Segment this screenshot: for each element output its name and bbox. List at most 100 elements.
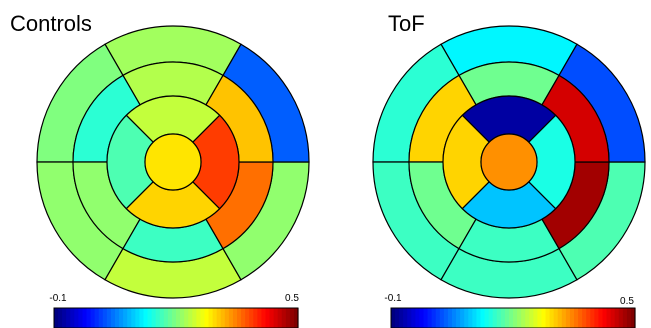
controls-colorbar-swatch — [200, 308, 206, 328]
controls-colorbar-swatch — [66, 308, 71, 328]
tof-colorbar-swatch — [480, 308, 486, 328]
tof-colorbar-swatch — [594, 308, 599, 328]
tof-colorbar-swatch — [521, 308, 526, 328]
tof-colorbar-swatch — [452, 308, 457, 328]
tof-apex-segment — [480, 133, 538, 191]
tof-colorbar-swatch — [427, 308, 433, 328]
controls-colorbar-swatch — [273, 308, 279, 328]
controls-colorbar-swatch — [74, 308, 79, 328]
tof-colorbar-swatch — [565, 308, 571, 328]
tof-colorbar-swatch — [395, 308, 400, 328]
controls-colorbar-swatch — [143, 308, 149, 328]
tof-colorbar-swatch — [431, 308, 437, 328]
controls-colorbar-frame — [53, 307, 299, 328]
controls-colorbar-swatch — [192, 308, 197, 328]
tof-colorbar-swatch — [423, 308, 429, 328]
controls-apex-segment — [144, 133, 202, 191]
tof-colorbar-swatch — [464, 308, 469, 328]
tof-colorbar-swatch — [508, 308, 514, 328]
controls-colorbar-swatch — [119, 308, 124, 328]
controls-colorbar-swatch — [86, 308, 92, 328]
controls-colorbar-swatch — [135, 308, 140, 328]
controls-segments — [36, 25, 310, 299]
tof-colorbar-swatch — [569, 308, 575, 328]
controls-colorbar-swatch — [180, 308, 185, 328]
controls-colorbar-swatch — [176, 308, 181, 328]
tof-colorbar-swatch — [391, 308, 396, 328]
tof-segments — [372, 25, 646, 299]
controls-colorbar-min-label: -0.1 — [49, 293, 67, 304]
controls-colorbar-swatch — [159, 308, 165, 328]
controls-colorbar-swatch — [285, 308, 291, 328]
controls-colorbar-swatch — [241, 308, 246, 328]
controls-colorbar-swatch — [62, 308, 67, 328]
tof-colorbar-swatch — [476, 308, 482, 328]
controls-colorbar-swatch — [228, 308, 234, 328]
controls-colorbar-swatch — [269, 308, 275, 328]
controls-colorbar-swatch — [110, 308, 116, 328]
tof-colorbar-swatch — [553, 308, 559, 328]
controls-colorbar-swatch — [151, 308, 157, 328]
tof-colorbar-swatch — [411, 308, 416, 328]
tof-colorbar-swatch — [468, 308, 473, 328]
tof-colorbar-swatch — [525, 308, 530, 328]
tof-colorbar-min-label: -0.1 — [384, 293, 402, 304]
controls-colorbar-swatch — [216, 308, 222, 328]
controls-colorbar-swatch — [54, 308, 59, 328]
controls-colorbar-swatch — [139, 308, 145, 328]
tof-colorbar-swatch — [541, 308, 547, 328]
tof-colorbar-swatch — [403, 308, 408, 328]
controls-colorbar-swatch — [123, 308, 128, 328]
controls-colorbar-swatch — [261, 308, 267, 328]
controls-colorbar-swatch — [293, 308, 299, 328]
controls-colorbar-swatch — [131, 308, 136, 328]
tof-colorbar-swatch — [488, 308, 494, 328]
tof-colorbar-swatch — [561, 308, 567, 328]
controls-colorbar-swatch — [90, 308, 96, 328]
controls-colorbar-swatch — [70, 308, 75, 328]
tof-colorbar-swatch — [513, 308, 518, 328]
tof-colorbar-swatch — [419, 308, 425, 328]
controls-colorbar-swatch — [232, 308, 238, 328]
tof-colorbar — [390, 307, 636, 328]
tof-colorbar-swatch — [443, 308, 449, 328]
tof-colorbar-swatch — [460, 308, 465, 328]
controls-colorbar-swatch — [115, 308, 120, 328]
controls-colorbar-swatch — [167, 308, 173, 328]
controls-colorbar-swatch — [196, 308, 201, 328]
tof-colorbar-swatch — [574, 308, 579, 328]
controls-colorbar-swatch — [155, 308, 161, 328]
controls-bullseye: Controls -0.1 0.5 — [10, 11, 310, 328]
tof-colorbar-swatch — [602, 308, 608, 328]
controls-colorbar-swatch — [277, 308, 283, 328]
tof-colorbar-swatch — [399, 308, 404, 328]
tof-colorbar-swatch — [529, 308, 534, 328]
controls-colorbar-swatch — [208, 308, 214, 328]
controls-colorbar-swatch — [127, 308, 132, 328]
tof-colorbar-swatch — [590, 308, 595, 328]
tof-title: ToF — [388, 11, 425, 36]
controls-colorbar-swatch — [184, 308, 189, 328]
tof-colorbar-swatch — [407, 308, 412, 328]
tof-colorbar-swatch — [492, 308, 498, 328]
controls-colorbar-swatch — [98, 308, 104, 328]
tof-colorbar-swatch — [557, 308, 563, 328]
controls-colorbar-swatch — [94, 308, 100, 328]
tof-colorbar-swatch — [504, 308, 510, 328]
controls-colorbar-swatch — [289, 308, 295, 328]
controls-colorbar-swatch — [220, 308, 226, 328]
tof-colorbar-swatch — [447, 308, 453, 328]
tof-colorbar-swatch — [533, 308, 538, 328]
tof-colorbar-swatch — [439, 308, 445, 328]
controls-colorbar-swatch — [78, 308, 84, 328]
tof-colorbar-swatch — [622, 308, 628, 328]
tof-colorbar-swatch — [545, 308, 551, 328]
controls-title: Controls — [10, 11, 92, 36]
tof-colorbar-swatch — [537, 308, 543, 328]
tof-colorbar-swatch — [578, 308, 583, 328]
controls-colorbar-swatch — [163, 308, 169, 328]
controls-colorbar-swatch — [102, 308, 108, 328]
controls-colorbar-swatch — [265, 308, 271, 328]
controls-colorbar-swatch — [188, 308, 193, 328]
controls-colorbar-swatch — [249, 308, 254, 328]
